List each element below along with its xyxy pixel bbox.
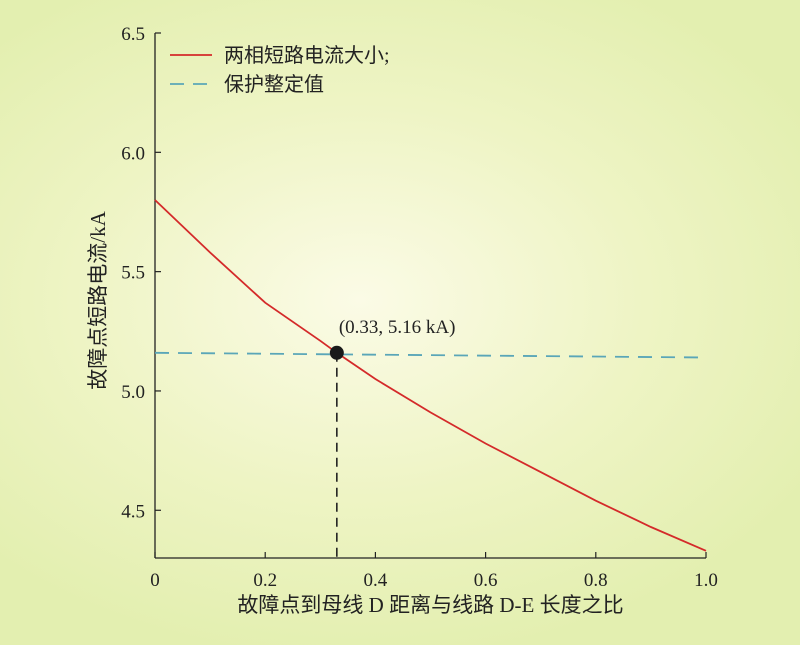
y-tick-label: 4.5 [121,501,145,522]
legend-label-current: 两相短路电流大小; [224,44,390,67]
legend-label-protection: 保护整定值 [224,73,324,96]
short-circuit-current-line [154,199,707,552]
x-tick-label: 0.2 [253,570,277,591]
legend: 两相短路电流大小; 保护整定值 [170,44,390,96]
x-tick-label: 0.4 [364,570,388,591]
protection-setting-line [154,351,707,359]
y-ticks: 4.5 5.0 5.5 6.0 6.5 [121,24,161,522]
x-tick-label: 0 [150,570,160,591]
intersection-point-marker [329,345,344,360]
x-tick-label: 0.6 [474,570,498,591]
axes [154,33,706,559]
x-tick-label: 0.8 [584,570,608,591]
x-axis-label: 故障点到母线 D 距离与线路 D-E 长度之比 [237,593,623,617]
y-tick-label: 5.0 [121,382,145,403]
y-tick-label: 6.5 [121,24,145,45]
intersection-annotation: (0.33, 5.16 kA) [339,317,456,338]
y-tick-label: 6.0 [121,143,145,164]
x-ticks: 0 0.2 0.4 0.6 0.8 1.0 [150,552,718,591]
y-axis-label: 故障点短路电流/kA [86,210,110,389]
y-tick-label: 5.5 [121,263,145,284]
x-tick-label: 1.0 [694,570,718,591]
